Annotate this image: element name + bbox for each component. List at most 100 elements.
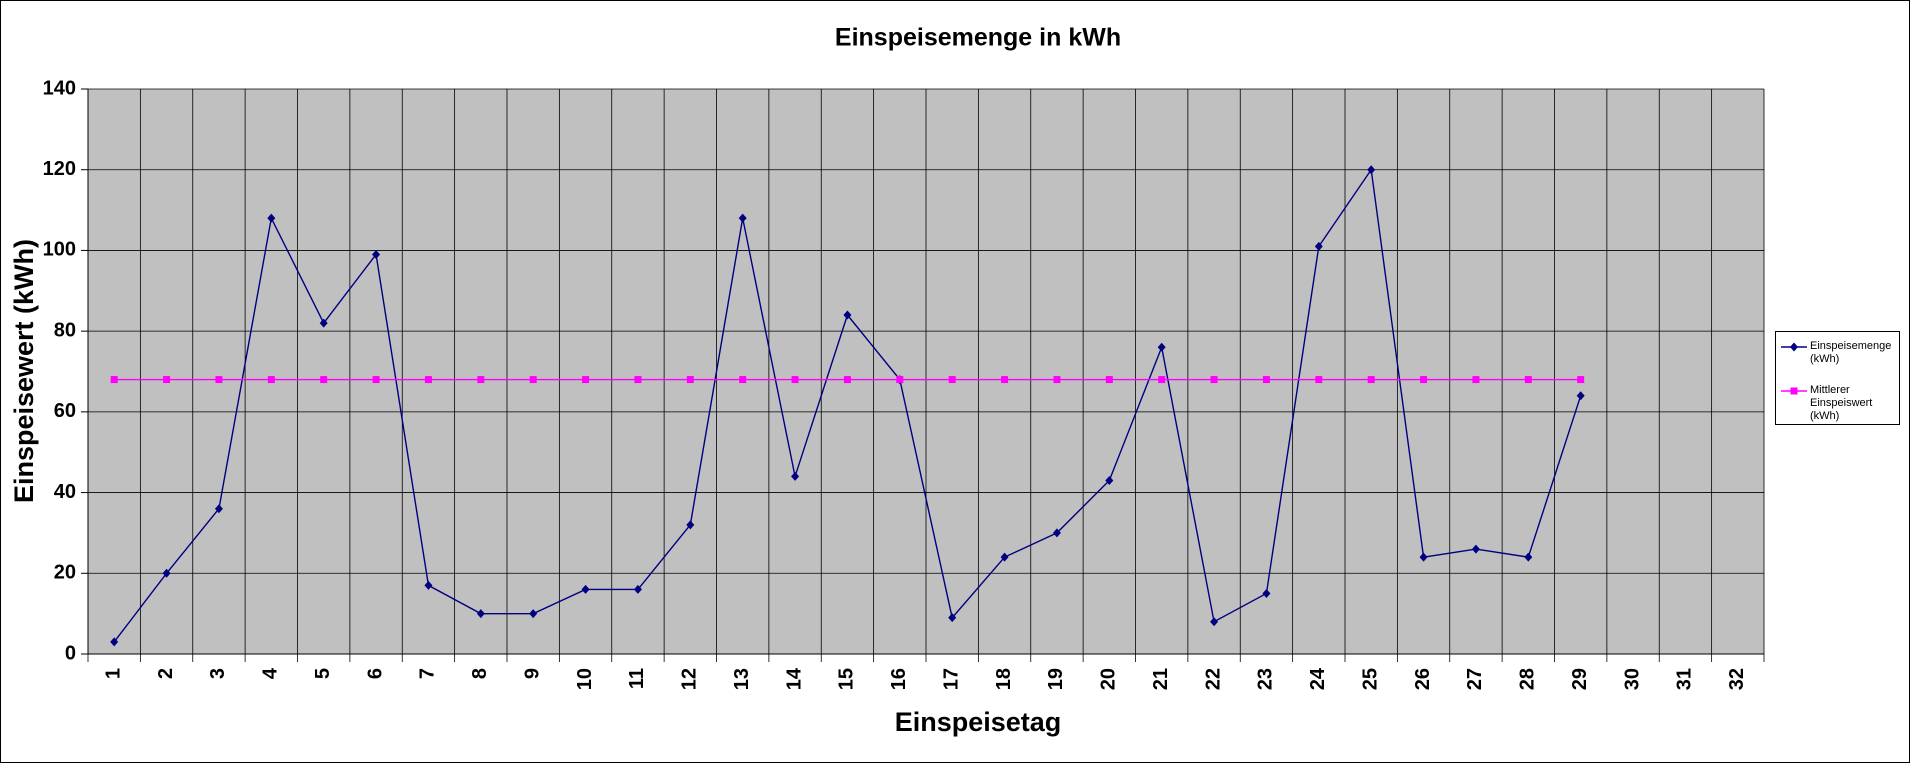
x-tick-label: 2 [155, 668, 177, 679]
x-tick-label: 1 [102, 668, 124, 679]
marker [1000, 552, 1009, 562]
x-tick-label: 19 [1045, 668, 1067, 690]
marker [320, 376, 328, 384]
legend-marker [1790, 387, 1798, 395]
marker [1471, 544, 1480, 554]
x-tick-label: 32 [1726, 668, 1748, 690]
x-tick-label: 25 [1359, 668, 1381, 690]
marker [1262, 376, 1270, 384]
marker [1420, 376, 1428, 384]
marker [633, 584, 642, 594]
marker [1576, 391, 1585, 401]
x-tick-label: 8 [469, 668, 491, 679]
x-tick-label: 21 [1150, 668, 1172, 690]
marker [1524, 376, 1532, 384]
marker [739, 376, 747, 384]
marker [686, 520, 695, 530]
marker [529, 609, 538, 619]
x-tick-label: 9 [521, 668, 543, 679]
marker [1053, 376, 1061, 384]
x-tick-label: 14 [783, 667, 805, 690]
x-tick-label: 23 [1255, 668, 1277, 690]
marker [843, 376, 851, 384]
x-tick-label: 3 [207, 668, 229, 679]
marker [843, 310, 852, 320]
marker [1210, 617, 1219, 627]
x-tick-label: 10 [574, 668, 596, 690]
marker [1314, 241, 1323, 251]
marker [1577, 376, 1585, 384]
marker [215, 376, 223, 384]
marker [163, 376, 171, 384]
x-tick-label: 24 [1307, 667, 1329, 690]
marker [162, 568, 171, 578]
x-axis-label: Einspeisetag [895, 707, 1062, 737]
marker [372, 376, 380, 384]
x-tick-label: 7 [417, 668, 439, 679]
marker [1524, 552, 1533, 562]
y-tick-label: 40 [54, 481, 76, 503]
x-tick-label: 16 [888, 668, 910, 690]
marker [1419, 552, 1428, 562]
marker [214, 504, 223, 514]
marker [1105, 475, 1114, 485]
y-tick-label: 140 [43, 77, 76, 99]
marker [1262, 588, 1271, 598]
marker [476, 609, 485, 619]
marker [1052, 528, 1061, 538]
legend: Einspeisemenge (kWh) Mittlerer Einspeiswe… [1775, 331, 1900, 425]
marker [1105, 376, 1113, 384]
marker [529, 376, 537, 384]
y-tick-label: 80 [54, 319, 76, 341]
y-tick-label: 0 [65, 642, 76, 664]
x-tick-label: 18 [993, 668, 1015, 690]
x-tick-label: 20 [1098, 668, 1120, 690]
y-tick-label: 100 [43, 239, 76, 261]
marker [791, 376, 799, 384]
marker [1367, 165, 1376, 175]
marker [1472, 376, 1480, 384]
marker [267, 213, 276, 223]
x-tick-label: 27 [1464, 668, 1486, 690]
marker [110, 376, 118, 384]
marker [1210, 376, 1218, 384]
y-axis-label: Einspeisewert (kWh) [9, 239, 39, 503]
marker [896, 376, 904, 384]
marker [1158, 376, 1166, 384]
x-tick-label: 15 [836, 668, 858, 690]
x-tick-label: 12 [679, 668, 701, 690]
x-tick-label: 6 [364, 668, 386, 679]
x-tick-label: 11 [626, 668, 648, 689]
y-tick-label: 60 [54, 400, 76, 422]
x-tick-label: 26 [1412, 668, 1434, 690]
marker [477, 376, 485, 384]
x-tick-label: 13 [731, 668, 753, 690]
x-tick-label: 30 [1621, 668, 1643, 690]
marker [581, 584, 590, 594]
marker [948, 376, 956, 384]
marker [319, 318, 328, 328]
marker [582, 376, 590, 384]
marker [1157, 342, 1166, 352]
marker [1315, 376, 1323, 384]
x-tick-label: 31 [1674, 668, 1696, 690]
x-tick-label: 28 [1517, 668, 1539, 690]
marker [424, 580, 433, 590]
marker [948, 613, 957, 623]
marker [1367, 376, 1375, 384]
y-tick-label: 20 [54, 562, 76, 584]
marker [424, 376, 432, 384]
legend-marker [1790, 342, 1798, 352]
x-tick-label: 17 [940, 668, 962, 690]
x-tick-label: 29 [1569, 668, 1591, 690]
legend-symbol [1781, 387, 1807, 395]
legend-symbol [1781, 342, 1807, 352]
x-tick-label: 5 [312, 668, 334, 679]
legend-label: Mittlerer Einspeiswert (kWh) [1810, 384, 1873, 422]
x-tick-label: 4 [260, 667, 282, 679]
marker [372, 249, 381, 259]
marker [791, 471, 800, 481]
chart-title: Einspeisemenge in kWh [835, 24, 1121, 52]
